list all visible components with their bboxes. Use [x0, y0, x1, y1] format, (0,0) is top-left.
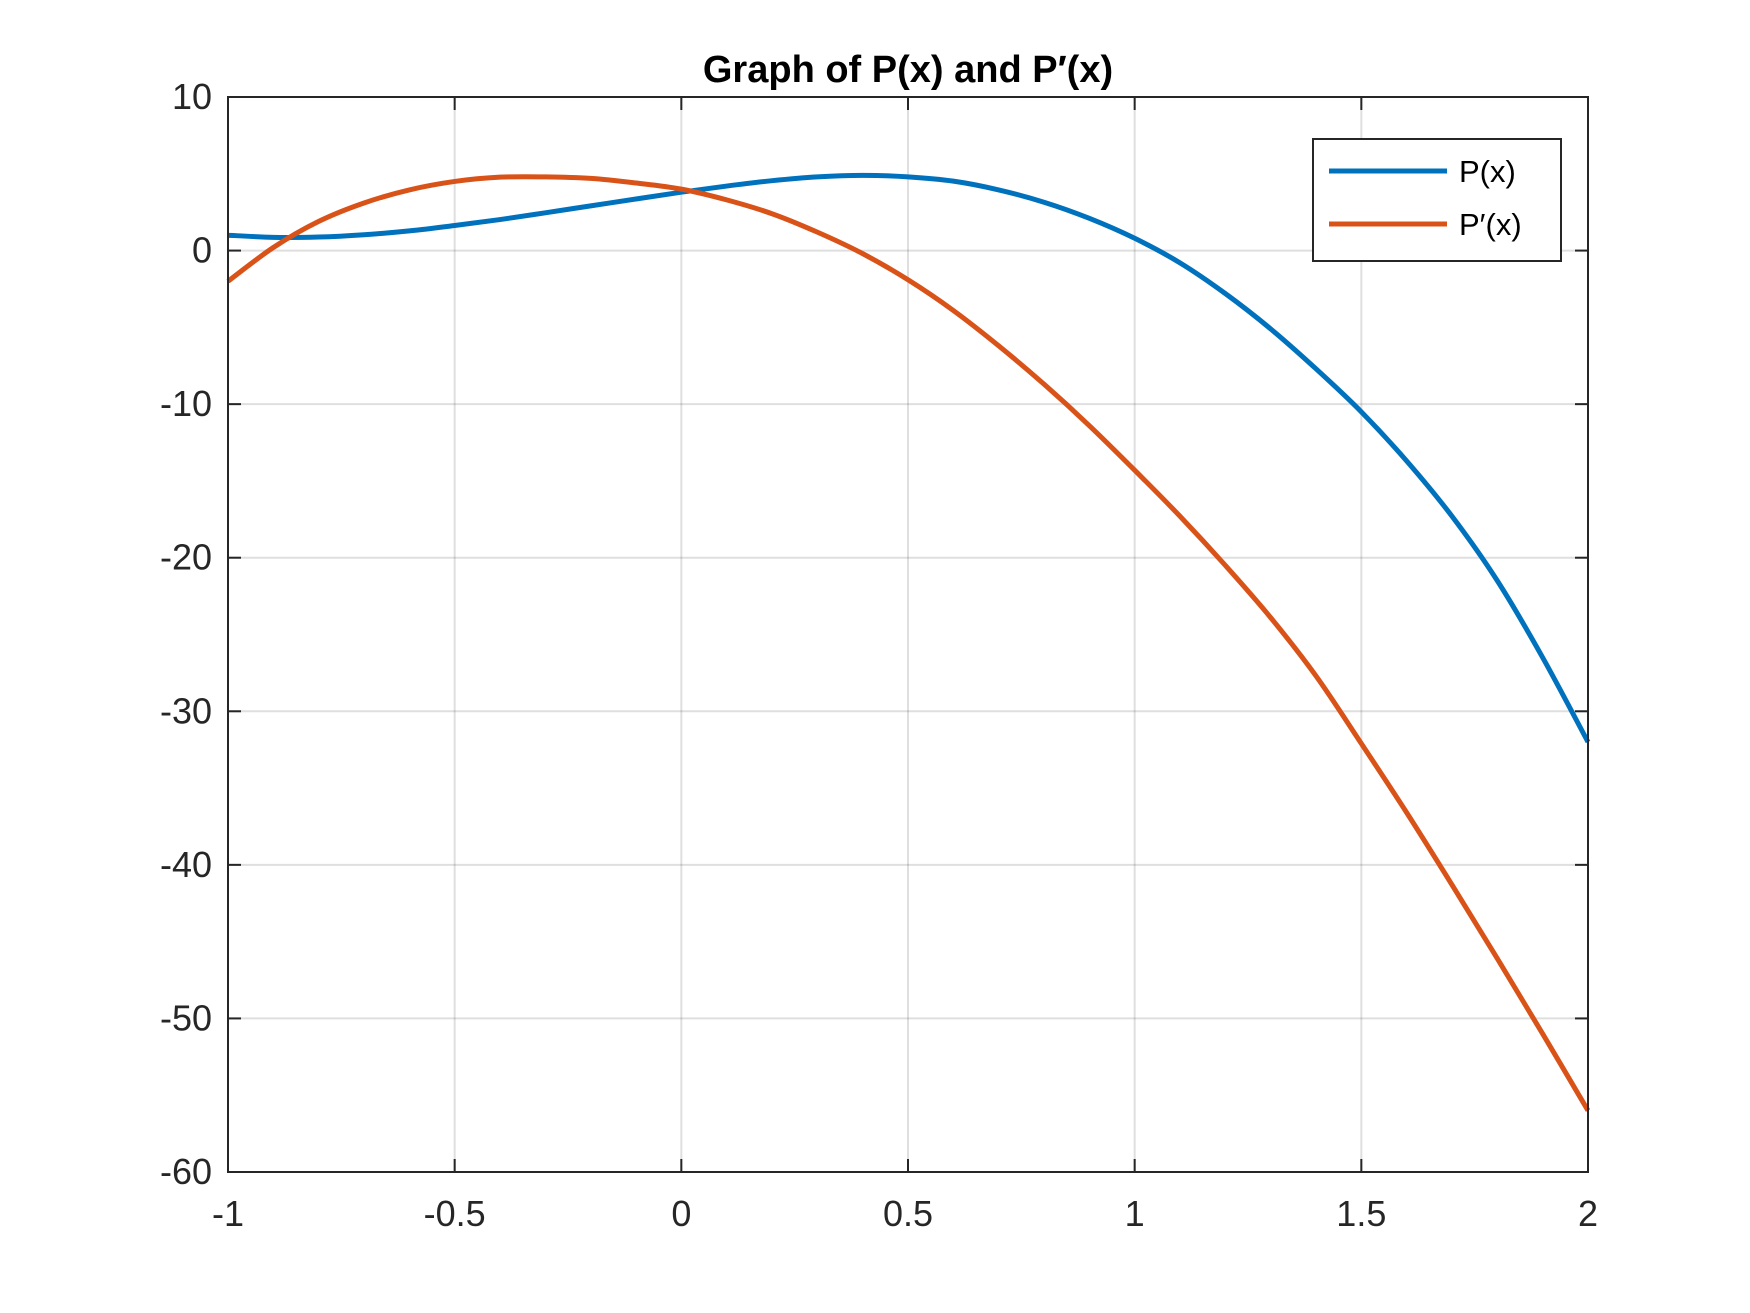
x-tick-label: 0	[671, 1193, 691, 1234]
grid-lines	[228, 97, 1588, 1172]
series-lines	[226, 172, 1591, 1112]
y-axis-tick-labels: -60 -50 -40 -30 -20 -10 0 10	[160, 76, 212, 1192]
y-tick-label: 10	[172, 76, 212, 117]
x-tick-label: 0.5	[883, 1193, 933, 1234]
legend-box	[1312, 138, 1562, 262]
x-tick-label: 1.5	[1336, 1193, 1386, 1234]
x-tick-label: 1	[1125, 1193, 1145, 1234]
x-axis-tick-labels: -1 -0.5 0 0.5 1 1.5 2	[212, 1193, 1598, 1234]
axes-background	[228, 97, 1588, 1172]
y-tick-label: -60	[160, 1151, 212, 1192]
tick-marks	[227, 96, 1589, 1173]
y-tick-label: -30	[160, 690, 212, 731]
y-tick-label: -10	[160, 383, 212, 424]
legend-label-1: P(x)	[1459, 154, 1516, 189]
legend-label-2: P′(x)	[1459, 207, 1522, 242]
y-tick-label: 0	[192, 230, 212, 271]
y-tick-label: -20	[160, 537, 212, 578]
chart-title: Graph of P(x) and P′(x)	[703, 49, 1113, 91]
series-line-1	[227, 172, 1591, 744]
y-tick-label: -40	[160, 844, 212, 885]
x-tick-label: -0.5	[424, 1193, 486, 1234]
plot-area	[226, 96, 1591, 1173]
y-tick-label: -50	[160, 997, 212, 1038]
x-tick-label: -1	[212, 1193, 244, 1234]
legend: P(x) P′(x)	[1312, 138, 1562, 262]
series-line-2	[226, 174, 1591, 1112]
x-tick-label: 2	[1578, 1193, 1598, 1234]
